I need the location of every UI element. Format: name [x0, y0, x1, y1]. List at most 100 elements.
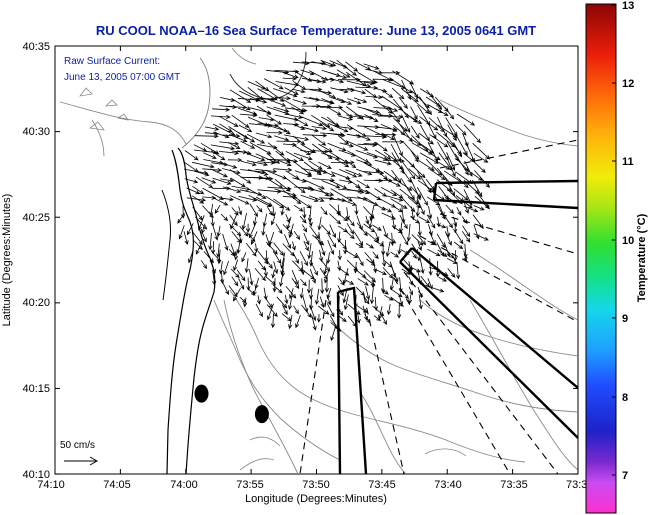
current-vector: [346, 80, 372, 88]
current-vector: [201, 177, 217, 184]
current-vector: [365, 243, 375, 249]
current-vector: [474, 195, 490, 209]
current-vector: [447, 124, 457, 142]
current-vector: [398, 222, 404, 234]
current-vector: [446, 152, 456, 171]
bathymetry-contour: [231, 47, 257, 65]
current-vector: [326, 294, 332, 306]
shipping-lane: [399, 261, 578, 439]
current-vector: [408, 115, 423, 124]
current-vector: [228, 105, 248, 110]
current-vector: [330, 188, 353, 202]
current-vector: [271, 206, 276, 218]
current-vector: [285, 150, 305, 162]
current-vector: [320, 259, 331, 272]
current-vector: [461, 197, 469, 214]
current-vector: [381, 132, 396, 141]
current-vector: [400, 178, 415, 201]
current-vector: [291, 143, 311, 156]
current-vector: [383, 178, 401, 187]
current-vector: [427, 167, 446, 181]
x-tick-label: 73:40: [434, 479, 462, 491]
current-vector: [436, 224, 447, 229]
current-vector: [210, 150, 226, 161]
current-vector: [357, 278, 369, 286]
current-vector: [339, 142, 354, 148]
x-tick-label: 73:55: [236, 479, 264, 491]
current-vector: [456, 135, 468, 156]
current-vector: [273, 167, 293, 172]
current-vector: [425, 96, 441, 107]
current-vector: [291, 277, 300, 290]
current-vector: [346, 124, 367, 137]
current-vector: [417, 222, 422, 237]
current-vector: [347, 98, 362, 105]
current-vector: [346, 87, 367, 95]
current-vector: [263, 267, 268, 278]
current-vector: [229, 169, 252, 184]
current-vector: [472, 142, 490, 160]
current-vector: [272, 284, 283, 294]
y-tick-label: 40:25: [22, 212, 50, 224]
current-vector: [463, 189, 473, 206]
current-vector: [416, 187, 428, 206]
current-vector: [436, 269, 449, 276]
current-vector: [328, 179, 348, 189]
current-vector: [220, 279, 229, 296]
current-vector: [363, 80, 379, 85]
current-vector: [471, 158, 486, 174]
bathymetry-contour: [469, 249, 578, 321]
current-vector: [301, 224, 308, 233]
current-vector: [419, 116, 439, 131]
current-vector: [336, 97, 353, 105]
markers: [194, 384, 269, 424]
current-vector: [308, 160, 323, 170]
current-vector: [282, 142, 298, 147]
x-axis-label: Longitude (Degrees:Minutes): [245, 493, 387, 505]
current-vector: [417, 234, 427, 246]
x-tick-label: 73:3: [566, 479, 587, 491]
current-vector: [294, 117, 309, 127]
current-vector: [291, 88, 306, 94]
marker-1: [194, 384, 209, 403]
current-vector: [336, 159, 350, 168]
current-vector: [282, 76, 297, 81]
shipping-lane: [432, 182, 438, 201]
current-vector: [229, 223, 242, 237]
current-vector: [238, 206, 243, 216]
bathymetry-contour: [229, 289, 526, 463]
current-vector: [463, 124, 482, 144]
current-vector: [364, 313, 371, 324]
marker-2: [254, 405, 269, 424]
current-vector: [407, 196, 421, 209]
inner-shore: [161, 189, 171, 301]
current-vector: [447, 268, 456, 278]
current-vector: [284, 234, 291, 250]
current-vector: [472, 179, 483, 198]
current-vector: [326, 116, 339, 127]
current-vector: [178, 225, 185, 240]
current-vector: [398, 96, 408, 110]
current-vector: [255, 303, 263, 318]
current-vector: [309, 287, 314, 300]
current-vector: [212, 270, 217, 286]
current-vector: [408, 261, 413, 273]
current-vector: [327, 240, 335, 255]
current-vector: [266, 114, 282, 125]
current-vector: [418, 216, 431, 224]
current-vector: [382, 105, 399, 112]
current-vector: [417, 104, 431, 126]
current-vector: [282, 189, 302, 205]
map-detail: [88, 121, 105, 131]
current-vector: [343, 294, 349, 311]
current-vector: [186, 223, 194, 236]
current-vector: [301, 304, 312, 318]
current-vector: [247, 169, 269, 176]
current-vector: [302, 178, 326, 190]
current-vector: [363, 178, 384, 183]
current-vector: [276, 296, 288, 309]
current-vector: [256, 105, 272, 115]
current-vector: [309, 304, 317, 322]
current-vector: [330, 87, 349, 94]
